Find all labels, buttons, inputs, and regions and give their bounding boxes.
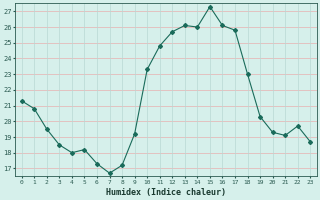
X-axis label: Humidex (Indice chaleur): Humidex (Indice chaleur) (106, 188, 226, 197)
